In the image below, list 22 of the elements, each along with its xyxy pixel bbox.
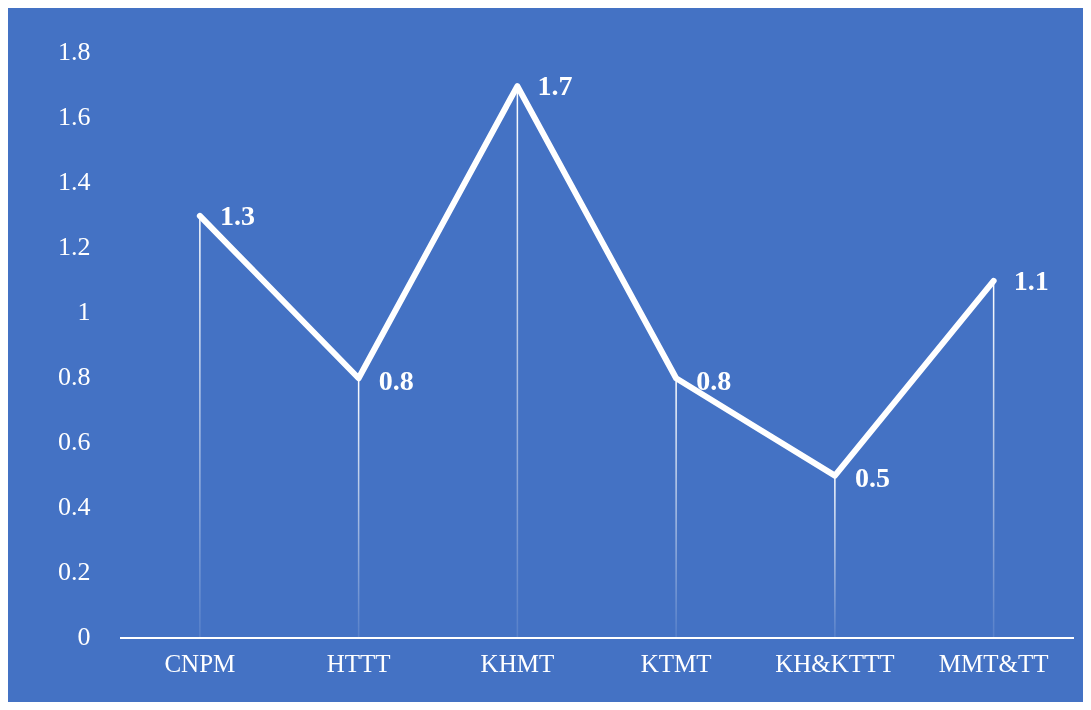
y-tick-label: 1	[77, 297, 91, 327]
y-tick-label: 0	[77, 621, 91, 651]
y-tick-label: 0.4	[58, 491, 91, 521]
data-label: 0.8	[378, 364, 414, 396]
y-tick-label: 1.6	[58, 102, 91, 132]
data-label: 0.5	[854, 461, 890, 493]
data-label: 1.7	[537, 70, 573, 102]
x-tick-label: HTTT	[326, 649, 391, 677]
data-label: 0.8	[696, 364, 732, 396]
data-label: 1.1	[1013, 265, 1049, 297]
data-label: 1.3	[219, 200, 255, 232]
x-tick-label: KH&KTTT	[775, 649, 895, 677]
y-tick-label: 1.4	[58, 167, 91, 197]
x-tick-label: KTMT	[640, 649, 712, 677]
y-tick-label: 0.6	[58, 427, 91, 457]
x-tick-label: KHMT	[480, 649, 555, 677]
y-tick-label: 1.8	[58, 37, 91, 67]
y-tick-label: 0.8	[58, 362, 91, 392]
y-tick-label: 1.2	[58, 232, 91, 262]
y-tick-label: 0.2	[58, 556, 91, 586]
x-tick-label: MMT&TT	[938, 649, 1049, 677]
x-tick-label: CNPM	[164, 649, 236, 677]
